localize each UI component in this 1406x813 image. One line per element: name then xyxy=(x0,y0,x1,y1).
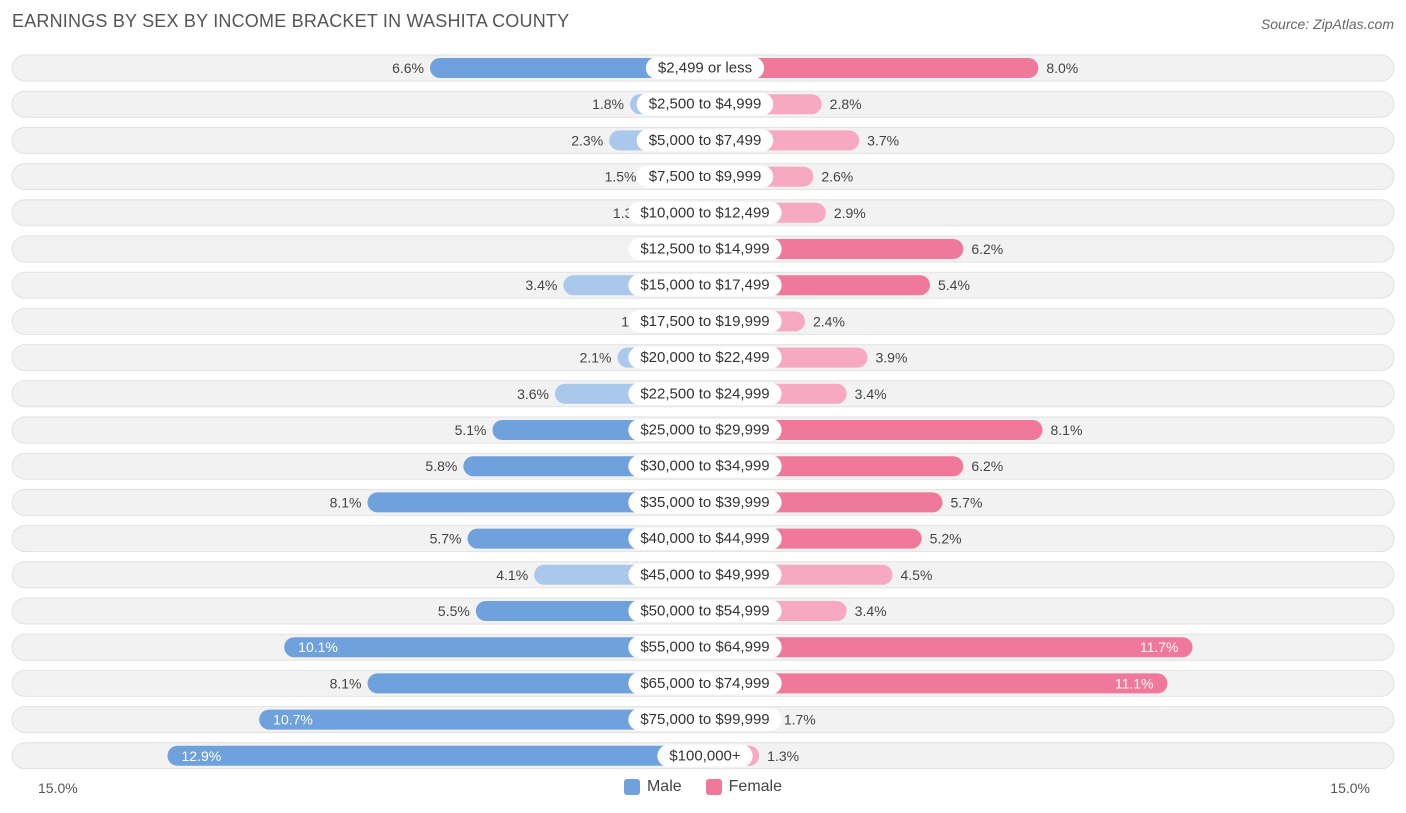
chart-title: EARNINGS BY SEX BY INCOME BRACKET IN WAS… xyxy=(12,11,570,31)
legend-item-male[interactable]: Male xyxy=(623,778,682,796)
label-male-value: 3.4% xyxy=(525,277,557,293)
label-male-value: 3.6% xyxy=(517,386,549,402)
label-female-value: 5.7% xyxy=(951,494,983,510)
label-male-value: 10.7% xyxy=(273,712,313,728)
category-pill xyxy=(628,527,782,550)
label-male-value: 5.7% xyxy=(430,531,462,547)
category-pill xyxy=(628,310,782,333)
category-label: $40,000 to $44,999 xyxy=(640,530,769,547)
legend-swatch-female xyxy=(705,779,722,795)
label-male-value: 8.1% xyxy=(330,494,362,510)
category-pill xyxy=(636,93,774,116)
label-female-value: 5.4% xyxy=(938,277,970,293)
label-female-value: 6.2% xyxy=(971,458,1003,474)
category-label: $50,000 to $54,999 xyxy=(640,603,769,620)
label-male-value: 1.8% xyxy=(592,96,624,112)
bar-male xyxy=(367,492,705,513)
category-pill xyxy=(628,382,782,405)
category-pill xyxy=(628,201,782,224)
bar-female xyxy=(705,673,1168,694)
label-male-value: 2.1% xyxy=(580,350,612,366)
category-label: $35,000 to $39,999 xyxy=(640,494,769,511)
bar-male xyxy=(284,637,705,658)
legend-swatch-male xyxy=(623,779,640,795)
category-pill xyxy=(628,563,782,586)
category-pill xyxy=(636,165,774,188)
category-pill xyxy=(657,744,753,767)
legend: Male Female xyxy=(0,778,1406,796)
label-female-value: 6.2% xyxy=(971,241,1003,257)
bar-male xyxy=(259,709,705,730)
category-label: $65,000 to $74,999 xyxy=(640,675,769,692)
axis-right-label: 15.0% xyxy=(1330,780,1370,796)
label-female-value: 1.3% xyxy=(767,748,799,764)
category-label: $17,500 to $19,999 xyxy=(640,313,769,330)
chart-source: Source: ZipAtlas.com xyxy=(1260,16,1394,32)
bar-female xyxy=(705,58,1039,78)
category-label: $45,000 to $49,999 xyxy=(640,566,769,583)
category-label: $2,500 to $4,999 xyxy=(649,96,762,113)
label-female-value: 3.4% xyxy=(855,603,887,619)
bar-male xyxy=(167,745,705,766)
category-label: $30,000 to $34,999 xyxy=(640,458,769,475)
axis-left-label: 15.0% xyxy=(38,780,78,796)
label-male-value: 12.9% xyxy=(182,748,222,764)
category-label: $25,000 to $29,999 xyxy=(640,422,769,439)
category-label: $2,499 or less xyxy=(658,60,752,77)
category-pill xyxy=(628,600,782,622)
label-female-value: 1.7% xyxy=(784,712,816,728)
category-label: $22,500 to $24,999 xyxy=(640,385,769,402)
legend-item-female[interactable]: Female xyxy=(705,778,783,796)
category-pill xyxy=(628,708,782,731)
category-label: $10,000 to $12,499 xyxy=(640,204,769,221)
label-male-value: 6.6% xyxy=(392,60,424,76)
category-pill xyxy=(636,129,774,152)
label-male-value: 5.8% xyxy=(425,458,457,474)
bar-female xyxy=(705,420,1043,440)
category-label: $15,000 to $17,499 xyxy=(640,277,769,294)
category-pill xyxy=(628,455,782,478)
legend-label-female: Female xyxy=(728,778,783,795)
label-female-value: 8.1% xyxy=(1051,422,1083,438)
label-male-value: 10.1% xyxy=(298,639,338,655)
category-pill xyxy=(628,636,782,659)
category-pill xyxy=(628,491,782,514)
category-pill xyxy=(628,346,782,369)
label-female-value: 2.9% xyxy=(834,205,866,221)
category-label: $5,000 to $7,499 xyxy=(649,132,762,149)
bar-male xyxy=(367,673,705,694)
category-label: $20,000 to $22,499 xyxy=(640,349,769,366)
category-label: $100,000+ xyxy=(669,747,741,764)
category-label: $12,500 to $14,999 xyxy=(640,241,769,258)
label-male-value: 5.1% xyxy=(455,422,487,438)
category-pill xyxy=(628,672,782,695)
label-female-value: 11.7% xyxy=(1140,639,1179,655)
label-male-value: 2.3% xyxy=(571,132,603,148)
category-label: $75,000 to $99,999 xyxy=(640,711,769,728)
label-female-value: 3.7% xyxy=(867,132,899,148)
label-female-value: 3.4% xyxy=(855,386,887,402)
legend-label-male: Male xyxy=(646,778,682,795)
label-male-value: 5.5% xyxy=(438,603,470,619)
label-male-value: 8.1% xyxy=(330,675,362,691)
label-female-value: 2.8% xyxy=(830,96,862,112)
label-female-value: 3.9% xyxy=(876,350,908,366)
bar-female xyxy=(705,637,1193,658)
label-female-value: 11.1% xyxy=(1115,675,1154,691)
label-male-value: 1.5% xyxy=(605,169,637,185)
category-pill xyxy=(645,57,765,79)
label-female-value: 5.2% xyxy=(930,531,962,547)
label-female-value: 8.0% xyxy=(1046,60,1078,76)
label-male-value: 4.1% xyxy=(496,567,528,583)
category-pill xyxy=(628,274,782,297)
category-pill xyxy=(628,419,782,441)
category-pill xyxy=(628,238,782,260)
category-label: $7,500 to $9,999 xyxy=(649,168,762,185)
bar-male xyxy=(430,58,705,78)
label-female-value: 2.6% xyxy=(821,169,853,185)
label-female-value: 4.5% xyxy=(901,567,933,583)
label-female-value: 2.4% xyxy=(813,313,845,329)
category-label: $55,000 to $64,999 xyxy=(640,639,769,656)
